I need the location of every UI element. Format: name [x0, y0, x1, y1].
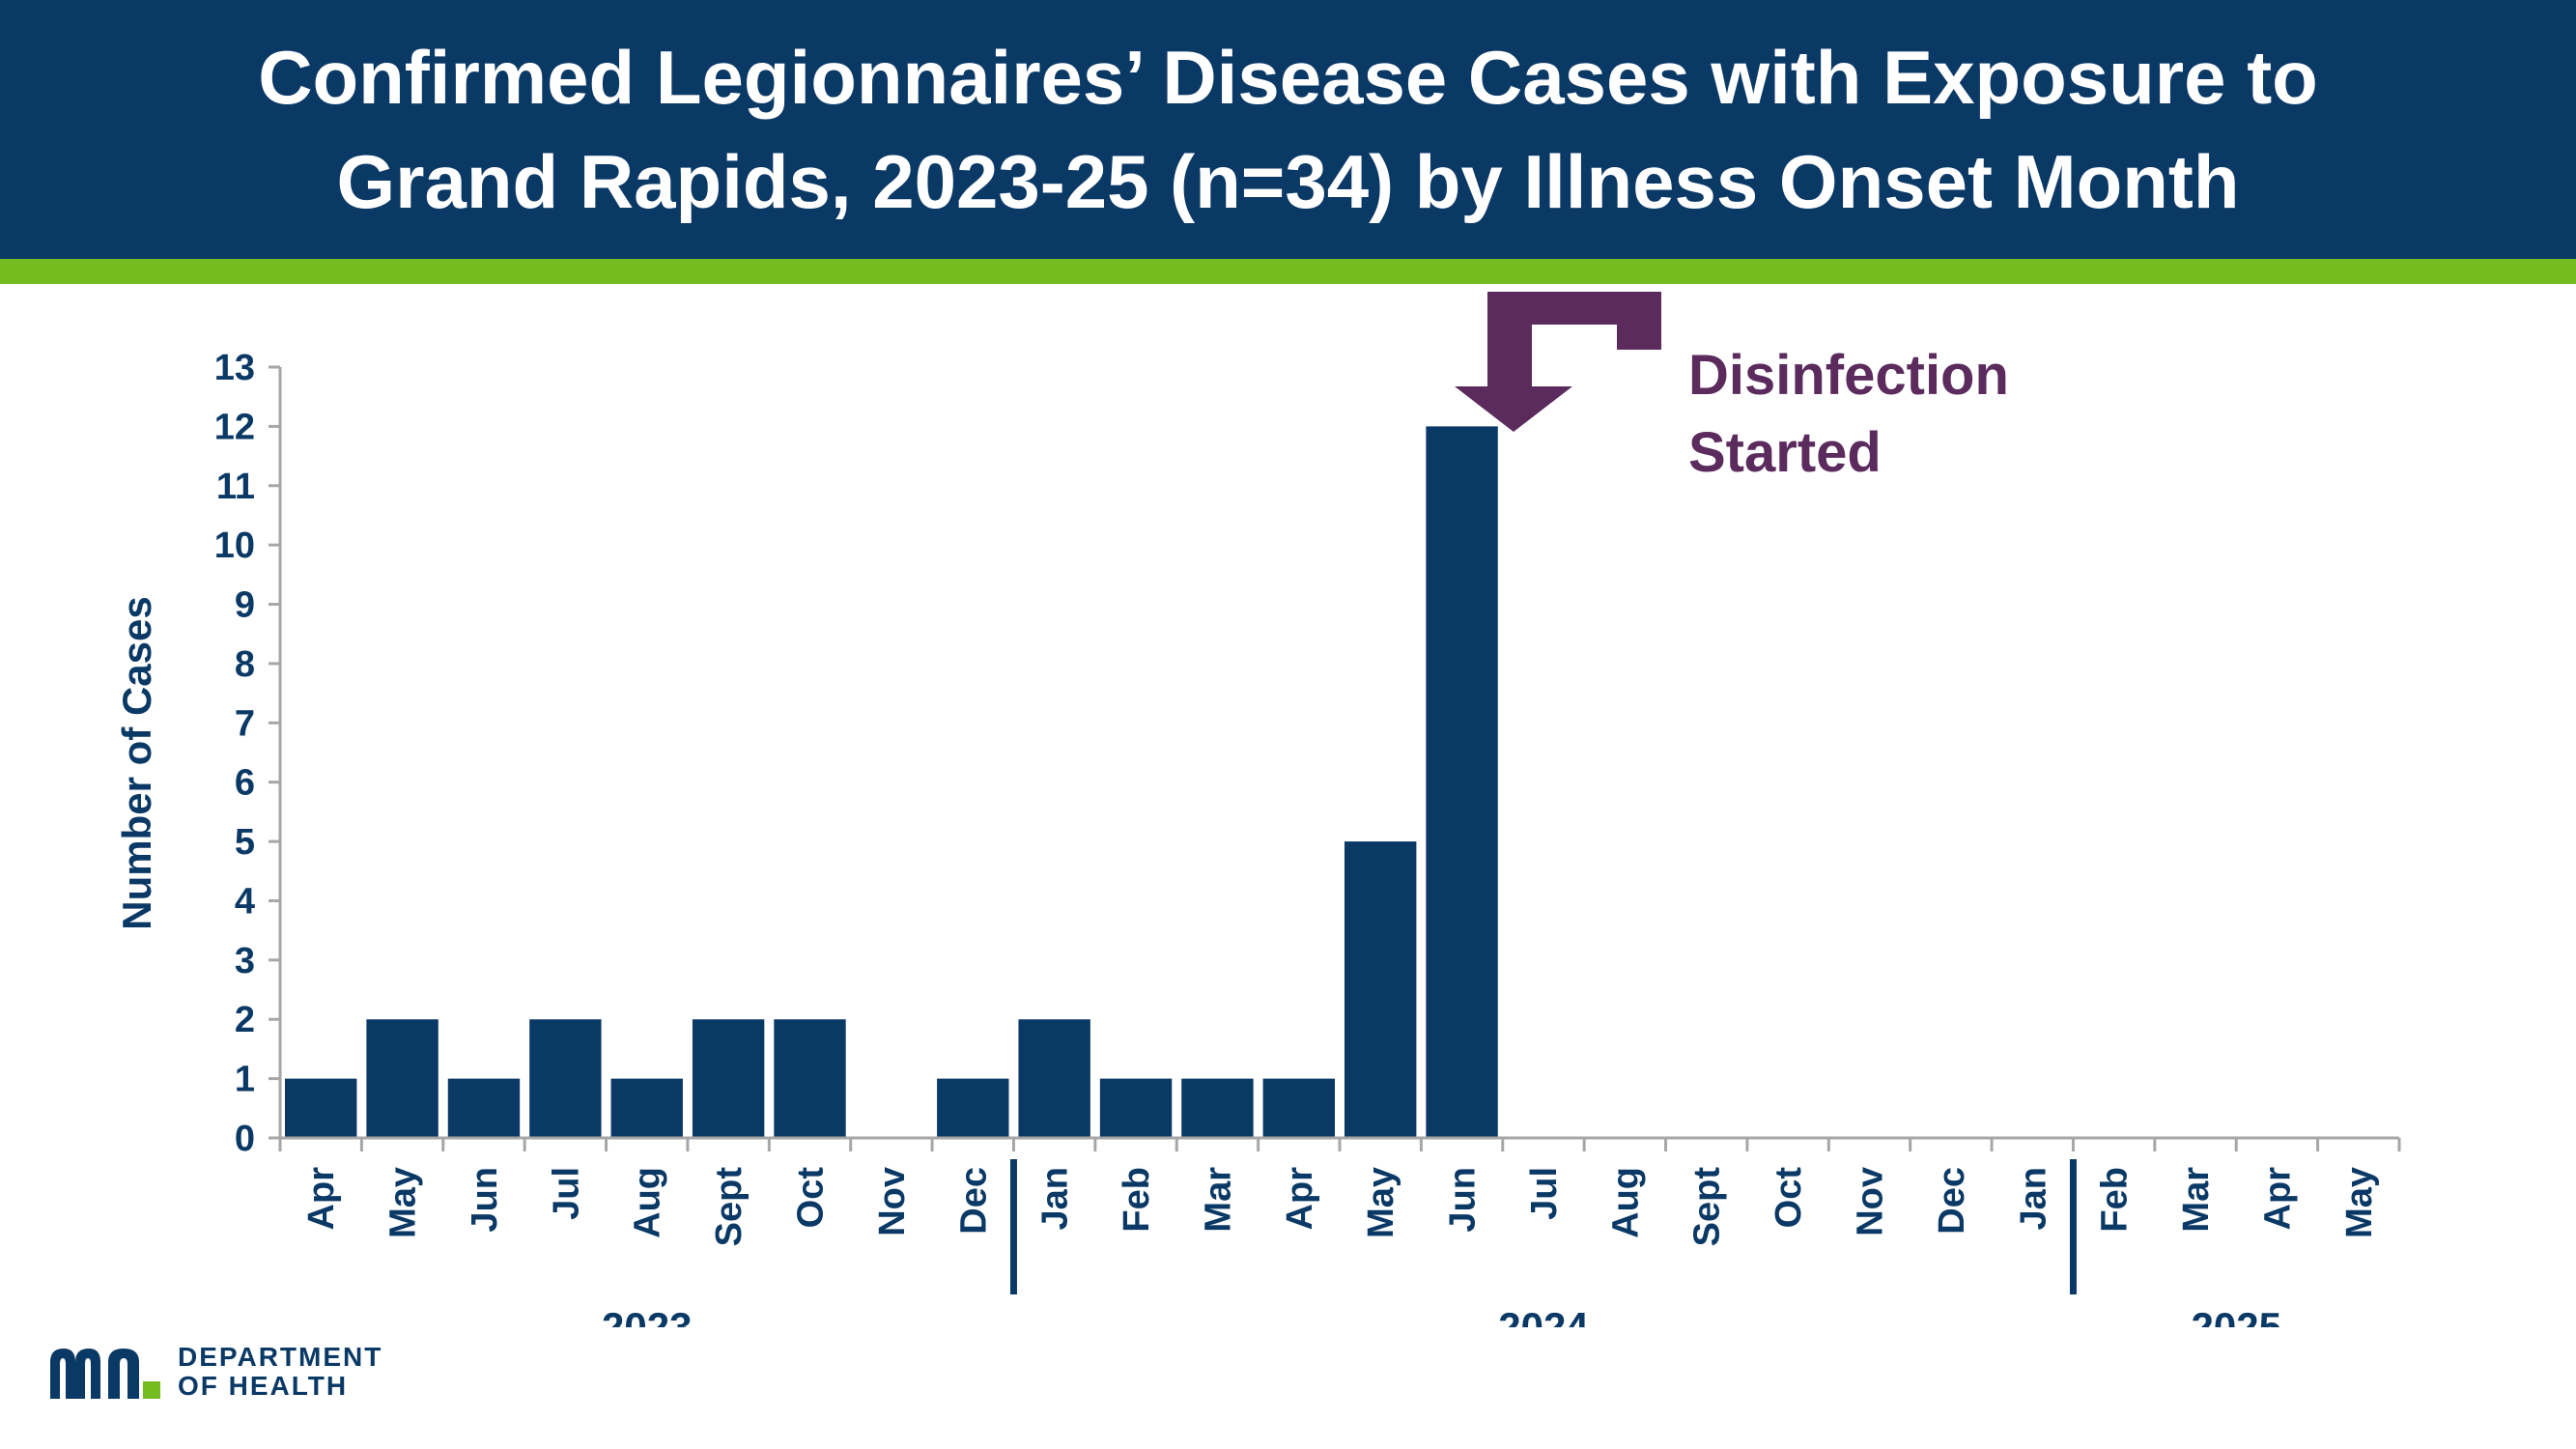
title-line-2: Grand Rapids, 2023-25 (n=34) by Illness …	[336, 139, 2240, 224]
x-tick-label: Apr	[1280, 1167, 1320, 1231]
title-banner: Confirmed Legionnaires’ Disease Cases wi…	[0, 0, 2576, 259]
y-tick-label: 6	[235, 763, 255, 804]
y-tick-label: 11	[216, 467, 255, 507]
x-tick-label: Jan	[2013, 1167, 2053, 1230]
y-tick-label: 4	[235, 881, 255, 922]
x-tick-label: May	[383, 1167, 424, 1238]
bar-14	[1345, 841, 1417, 1138]
x-tick-label: May	[1361, 1167, 1401, 1238]
annotation-line-2: Started	[1688, 421, 1882, 484]
x-tick-label: Aug	[628, 1167, 668, 1238]
y-tick-label: 1	[235, 1060, 255, 1100]
y-tick-label: 5	[235, 822, 255, 863]
accent-band	[0, 259, 2576, 284]
x-tick-label: Jun	[1443, 1167, 1484, 1233]
x-tick-label: Mar	[2176, 1167, 2217, 1233]
year-labels: 2023 2024 2025	[602, 1159, 2281, 1327]
y-tick-label: 7	[235, 703, 255, 744]
x-tick-label: Jan	[1035, 1167, 1076, 1230]
y-axis-label: Number of Cases	[114, 596, 159, 929]
bar-7	[774, 1019, 846, 1138]
bar-2	[366, 1019, 439, 1138]
year-label-2025: 2025	[2192, 1304, 2281, 1327]
bar-10	[1018, 1019, 1090, 1138]
disinfection-arrow-icon	[1455, 292, 1661, 432]
bar-9	[937, 1078, 1009, 1138]
x-tick-label: Oct	[1769, 1167, 1809, 1229]
bar-3	[447, 1078, 521, 1138]
x-tick-label: Feb	[1117, 1167, 1157, 1233]
bar-1	[285, 1078, 357, 1138]
x-tick-label: Aug	[1605, 1167, 1646, 1238]
x-tick-label: Oct	[791, 1167, 832, 1229]
logo-text-line-1: DEPARTMENT	[178, 1342, 383, 1372]
x-tick-label: May	[2339, 1167, 2380, 1238]
axes	[278, 367, 2401, 1151]
bar-12	[1181, 1078, 1254, 1138]
x-tick-label: Nov	[872, 1167, 913, 1236]
mn-logo-icon	[50, 1349, 160, 1399]
x-tick-label: Dec	[1932, 1167, 1972, 1235]
year-label-2024: 2024	[1498, 1304, 1589, 1327]
annotation: Disinfection Started	[1455, 292, 2009, 484]
year-label-2023: 2023	[602, 1304, 692, 1327]
y-tick-label: 3	[235, 941, 255, 981]
x-tick-label: Dec	[953, 1167, 994, 1235]
x-tick-label: Jul	[546, 1167, 586, 1220]
bar-6	[692, 1019, 765, 1138]
x-tick-label: Jul	[1524, 1167, 1565, 1220]
bar-13	[1262, 1078, 1335, 1138]
x-tick-label: Mar	[1198, 1167, 1238, 1233]
y-tick-label: 0	[235, 1119, 255, 1159]
x-tick-label: Feb	[2095, 1167, 2136, 1233]
y-tick-label: 9	[235, 585, 255, 626]
bar-5	[610, 1078, 683, 1138]
x-tick-label: Sept	[709, 1167, 750, 1247]
x-tick-label: Jun	[465, 1167, 505, 1233]
x-axis-ticks: Apr May Jun Jul Aug Sept Oct Nov Dec Jan Feb Mar Apr…	[301, 1167, 2380, 1247]
bars	[285, 426, 1498, 1138]
bar-11	[1099, 1078, 1173, 1138]
annotation-line-1: Disinfection	[1688, 344, 2009, 407]
y-tick-label: 13	[214, 348, 255, 388]
bar-4	[529, 1019, 602, 1138]
x-tick-label: Nov	[1851, 1167, 1891, 1236]
x-tick-label: Sept	[1687, 1167, 1728, 1247]
x-tick-label: Apr	[2257, 1167, 2298, 1231]
title-line-1: Confirmed Legionnaires’ Disease Cases wi…	[258, 35, 2318, 120]
y-tick-label: 8	[235, 644, 255, 685]
bar-15	[1426, 426, 1498, 1138]
y-tick-label: 2	[235, 1000, 255, 1040]
y-tick-label: 10	[214, 526, 255, 566]
y-tick-label: 12	[214, 407, 255, 447]
mn-department-of-health-logo: DEPARTMENT OF HEALTH	[46, 1343, 382, 1401]
x-tick-label: Apr	[301, 1167, 342, 1231]
logo-text-line-2: OF HEALTH	[178, 1371, 349, 1401]
